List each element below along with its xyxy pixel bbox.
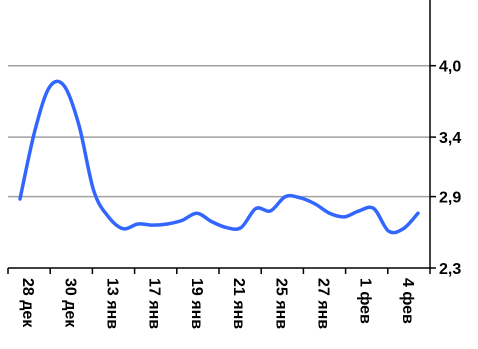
x-tick-label: 30 дек — [61, 278, 78, 328]
gridlines — [8, 64, 430, 198]
y-tick-labels: 2,3 2,9 3,4 4,0 — [439, 59, 461, 278]
x-tick-label: 1 фев — [357, 278, 374, 324]
x-tick-label: 19 янв — [188, 278, 205, 329]
x-tick-labels: 28 дек 30 дек 13 янв 17 янв 19 янв 21 янв 25 я… — [19, 278, 416, 329]
x-tick-label: 21 янв — [230, 278, 247, 329]
axes — [7, 0, 436, 274]
x-tick-label: 25 янв — [272, 278, 289, 329]
x-tick-label: 27 янв — [315, 278, 332, 329]
x-tick-label: 4 фев — [399, 278, 416, 324]
x-tick-label: 17 янв — [146, 278, 163, 329]
y-tick-label: 3,4 — [439, 130, 461, 147]
series-group — [18, 79, 420, 235]
series-line — [18, 79, 420, 235]
x-tick-label: 28 дек — [19, 278, 36, 328]
y-tick-label: 4,0 — [439, 59, 461, 76]
y-tick-label: 2,9 — [439, 190, 461, 207]
y-tick-label: 2,3 — [439, 261, 461, 278]
x-tick-label: 13 янв — [104, 278, 121, 329]
